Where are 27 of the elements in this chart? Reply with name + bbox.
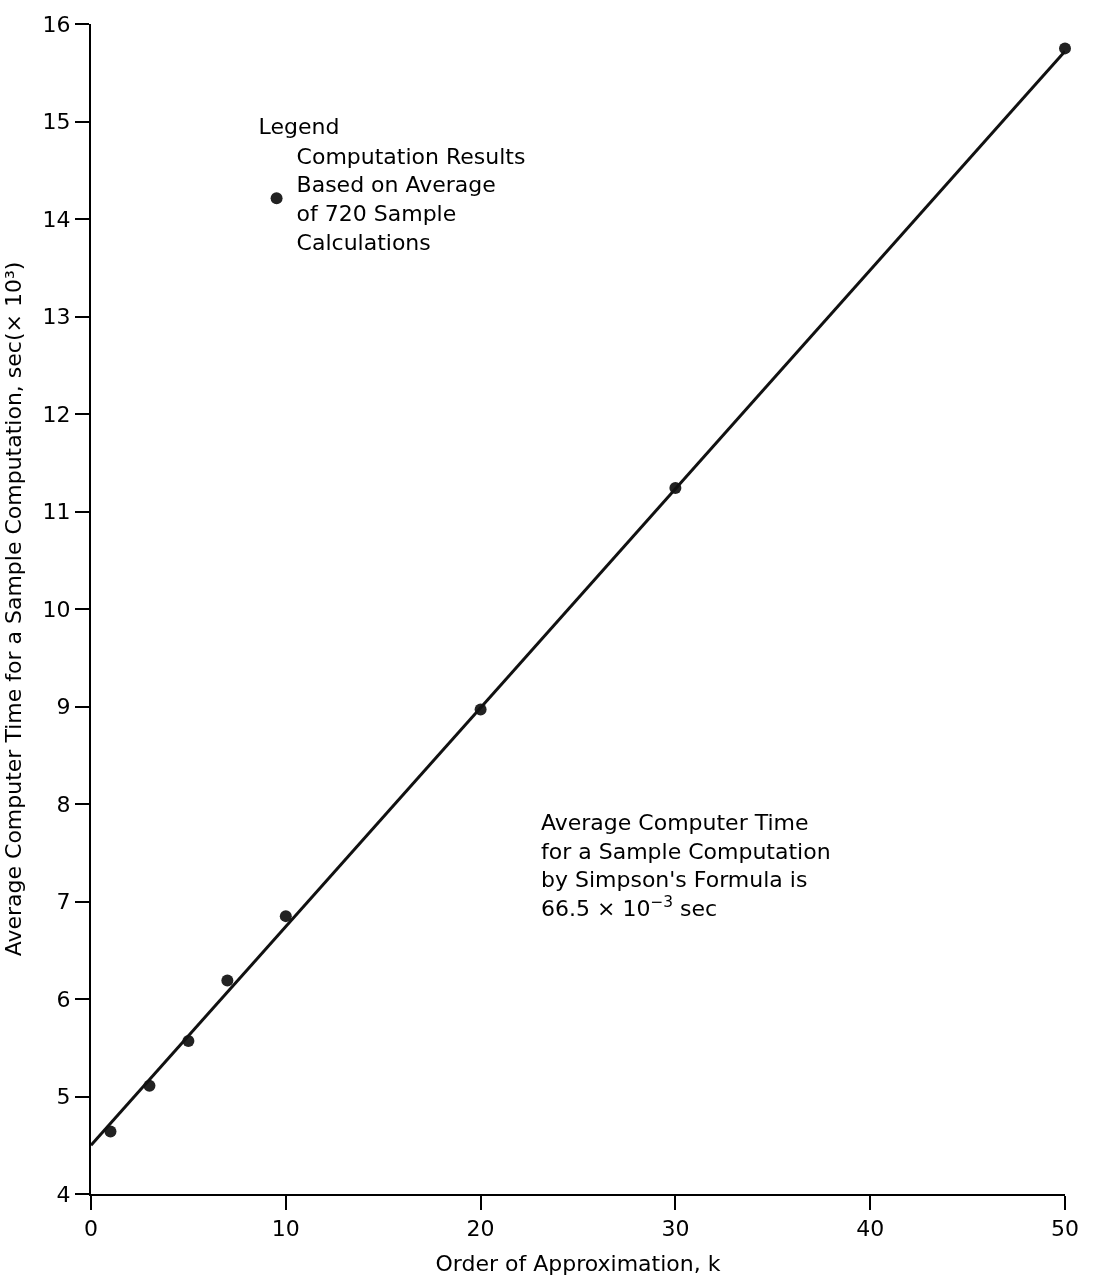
x-tick-label: 50 — [1051, 1216, 1079, 1242]
annotation: Average Computer Time for a Sample Computation by Simpson's Formula is 66.5 × 10$^{−3}$ sec — [541, 810, 831, 921]
point — [221, 974, 234, 987]
y-tick-label: 8 — [56, 791, 71, 817]
y-tick-label: 6 — [56, 986, 71, 1012]
x-tick-label: 10 — [271, 1216, 300, 1242]
y-tick-label: 10 — [42, 596, 71, 622]
y-tick-label: 15 — [42, 109, 71, 135]
y-tick-label: 4 — [56, 1181, 71, 1207]
y-tick-label: 7 — [56, 889, 71, 915]
x-tick-label: 0 — [84, 1216, 98, 1242]
y-tick-label: 9 — [56, 694, 71, 720]
point — [279, 910, 292, 923]
x-tick-label: 30 — [661, 1216, 690, 1242]
x-tick-label: 20 — [466, 1216, 495, 1242]
y-tick-label: 12 — [42, 401, 71, 427]
x-tick-label: 40 — [856, 1216, 885, 1242]
y-tick-label: 13 — [42, 304, 71, 330]
y-tick-label: 5 — [56, 1084, 71, 1110]
legend-title: Legend — [258, 114, 340, 140]
y-tick-label: 14 — [42, 206, 71, 232]
legend-label: Computation Results Based on Average of 720 Sample Calculations — [296, 143, 526, 255]
point — [1059, 42, 1071, 55]
x-axis-title: Order of Approximation, k — [435, 1250, 721, 1276]
y-tick-label: 11 — [42, 499, 71, 525]
y-axis-title: Average Computer Time for a Sample Computation, sec(× 10³) — [0, 261, 26, 957]
y-tick-label: 16 — [42, 11, 71, 37]
